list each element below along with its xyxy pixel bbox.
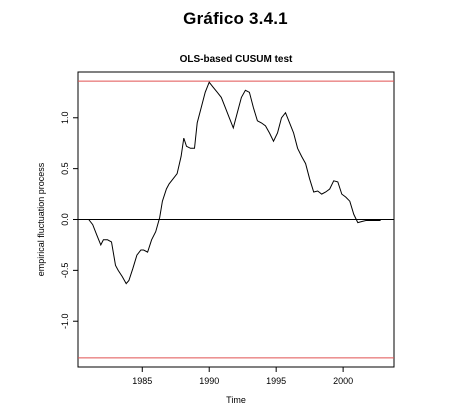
y-tick-label: -0.5 <box>60 263 70 279</box>
y-tick-label: 0.0 <box>60 213 70 226</box>
y-tick-label: -1.0 <box>60 313 70 329</box>
y-tick-label: 0.5 <box>60 162 70 175</box>
y-axis-label: empirical fluctuation process <box>36 162 46 276</box>
x-tick-label: 1995 <box>266 376 286 386</box>
y-axis: -1.0 -0.5 0.0 0.5 1.0 <box>60 112 78 329</box>
x-tick-label: 1985 <box>132 376 152 386</box>
reference-lines <box>78 80 394 359</box>
x-tick-label: 2000 <box>333 376 353 386</box>
x-axis-label: Time <box>226 395 246 405</box>
page-heading: Gráfico 3.4.1 <box>183 9 288 28</box>
x-tick-label: 1990 <box>199 376 219 386</box>
chart-title: OLS-based CUSUM test <box>180 54 293 65</box>
y-tick-label: 1.0 <box>60 112 70 125</box>
cusum-series-line <box>88 81 381 285</box>
x-axis: 1985 1990 1995 2000 <box>132 367 353 386</box>
